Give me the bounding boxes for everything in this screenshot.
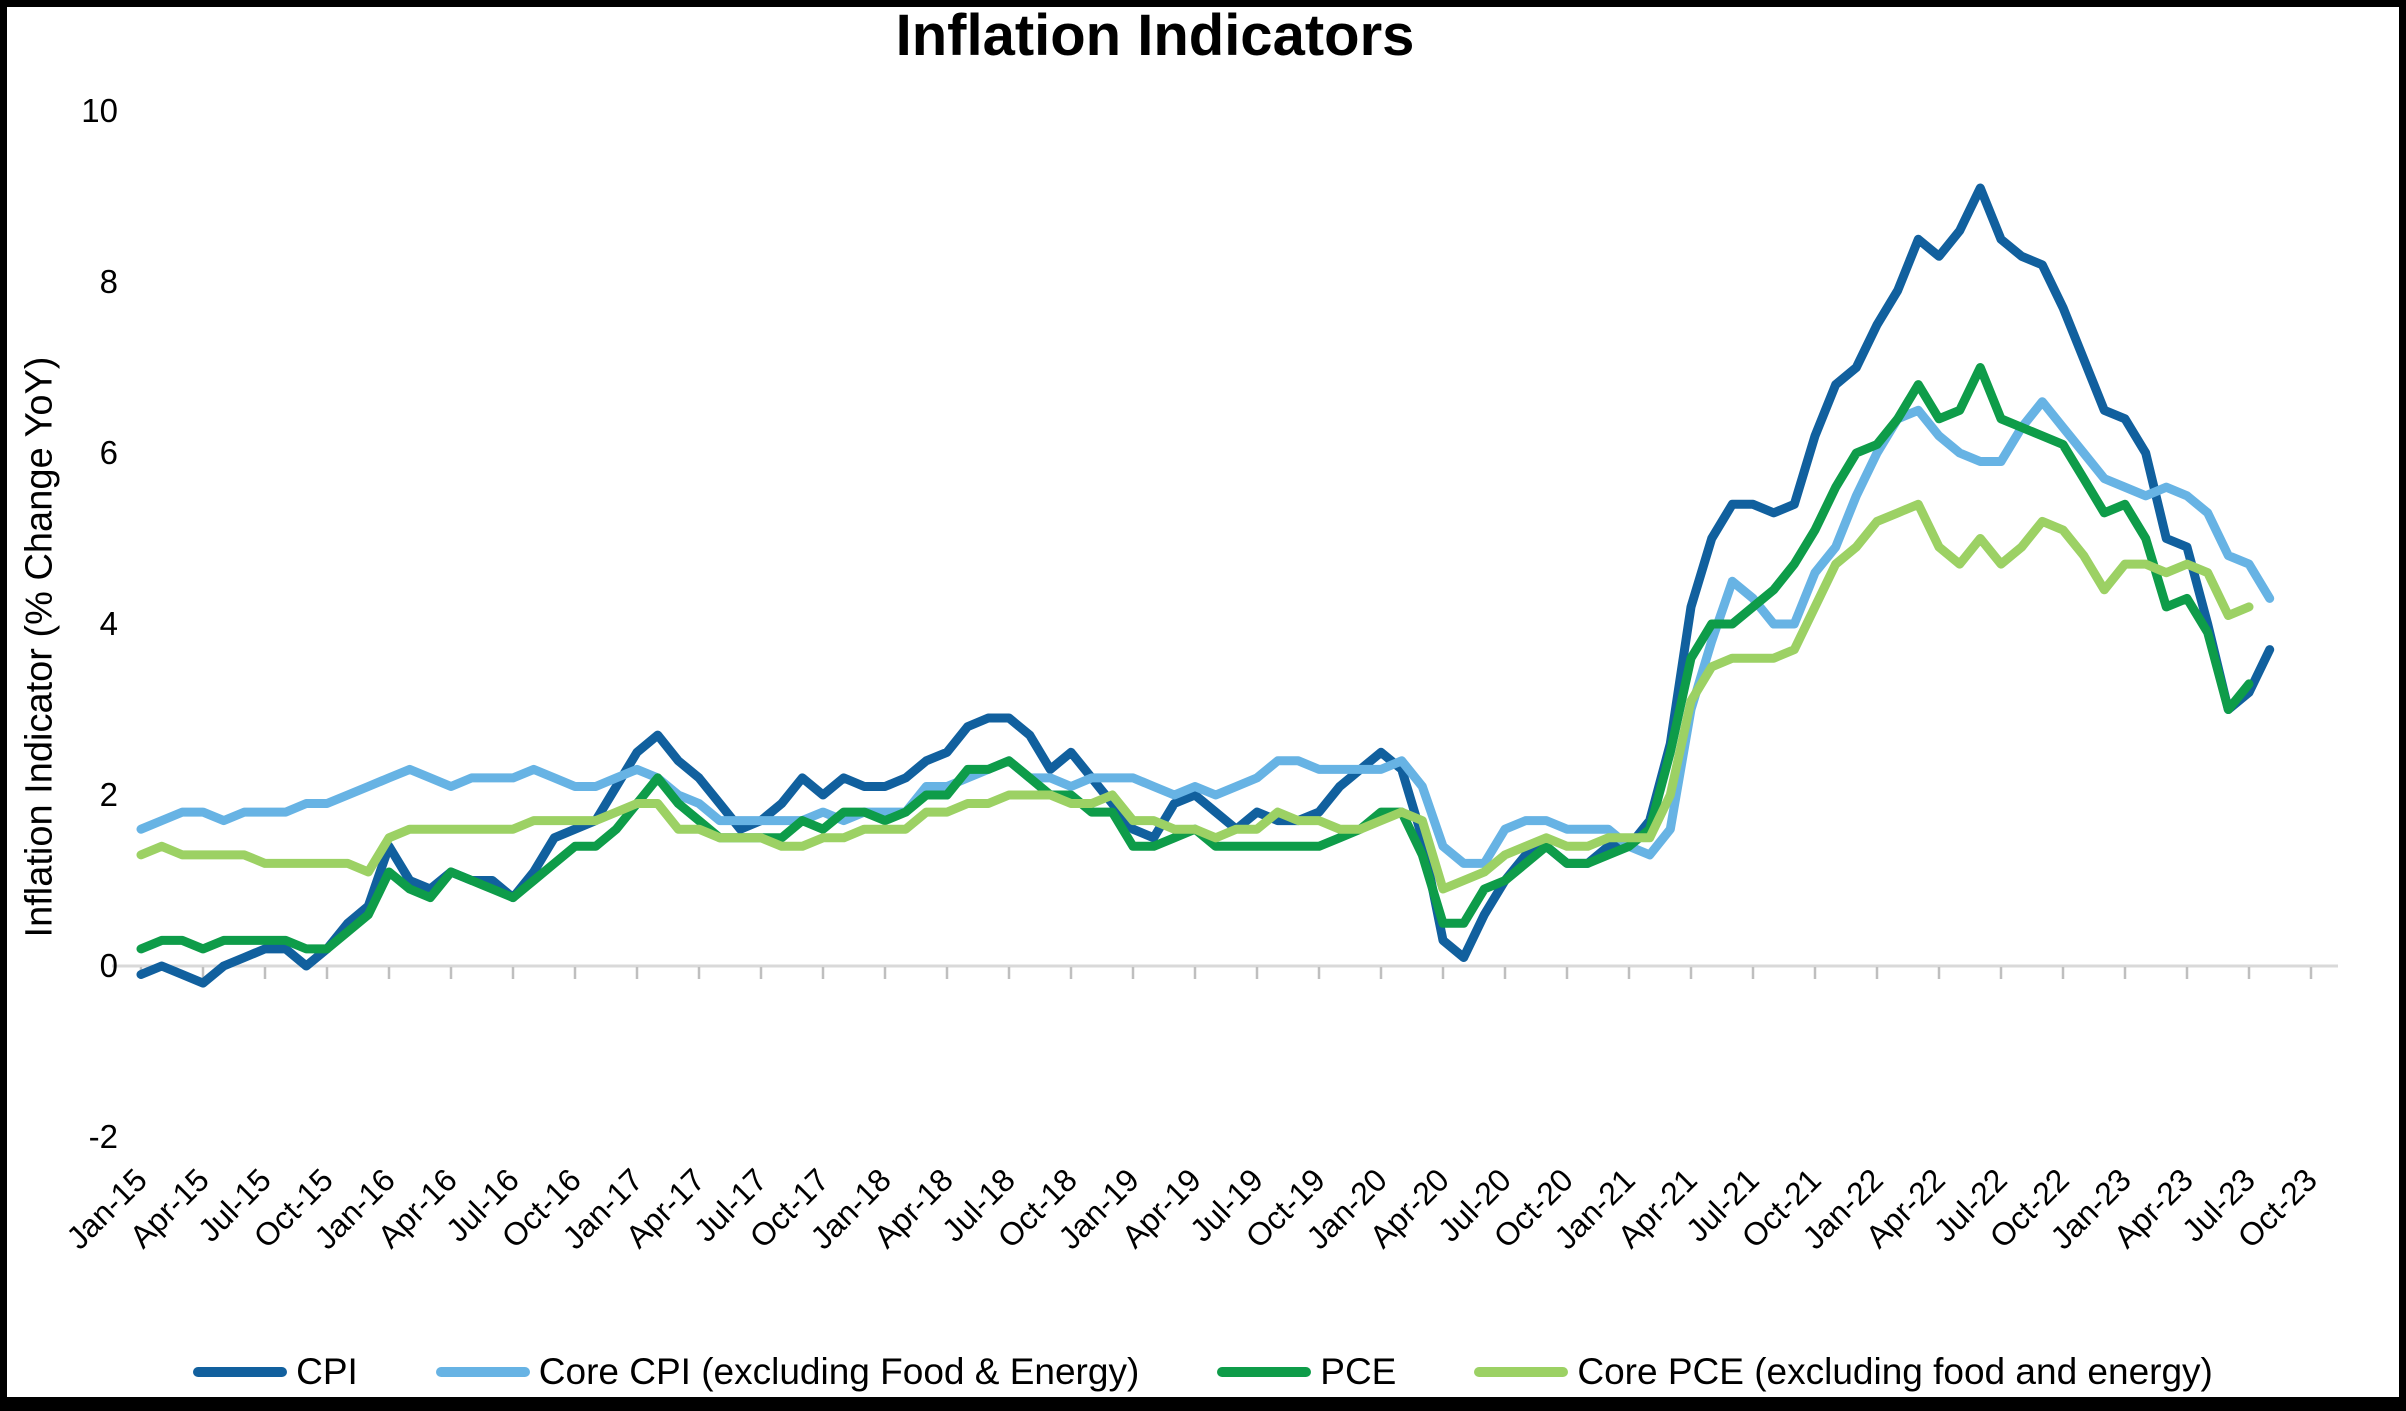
axis-layer [112, 964, 2338, 979]
y-tick-label: -2 [89, 1118, 118, 1155]
legend-label-cpi: CPI [296, 1351, 358, 1392]
y-tick-label: 0 [100, 947, 118, 984]
chart-title: Inflation Indicators [895, 3, 1415, 68]
legend-item-core-cpi[interactable]: Core CPI (excluding Food & Energy) [435, 1351, 1140, 1393]
core-cpi-line [136, 397, 2275, 868]
y-tick-label: 8 [100, 263, 118, 300]
legend-item-cpi[interactable]: CPI [193, 1351, 358, 1393]
pce-line [136, 363, 2254, 954]
legend-swatch-core-cpi [435, 1367, 530, 1377]
legend-item-core-pce[interactable]: Core PCE (excluding food and energy) [1474, 1351, 2213, 1393]
legend-label-pce: PCE [1320, 1351, 1397, 1392]
label-layer: Jan-15Apr-15Jul-15Oct-15Jan-16Apr-16Jul-… [59, 92, 2324, 1256]
legend-label-core-pce: Core PCE (excluding food and energy) [1577, 1351, 2213, 1392]
legend-label-core-cpi: Core CPI (excluding Food & Energy) [538, 1351, 1140, 1392]
legend-item-pce[interactable]: PCE [1217, 1351, 1396, 1393]
y-tick-label: 2 [100, 776, 118, 813]
y-tick-label: 4 [100, 605, 118, 642]
y-axis-title: Inflation Indicator (% Change YoY) [18, 356, 61, 938]
y-tick-label: 6 [100, 434, 118, 471]
cpi-line [136, 183, 2275, 988]
legend-swatch-cpi [193, 1367, 288, 1377]
core-pce-line [136, 499, 2254, 894]
series-layer [136, 183, 2275, 988]
legend-swatch-pce [1217, 1367, 1312, 1377]
y-tick-label: 10 [81, 92, 118, 129]
legend: CPI Core CPI (excluding Food & Energy) P… [0, 1342, 2406, 1402]
legend-swatch-core-pce [1474, 1367, 1569, 1377]
